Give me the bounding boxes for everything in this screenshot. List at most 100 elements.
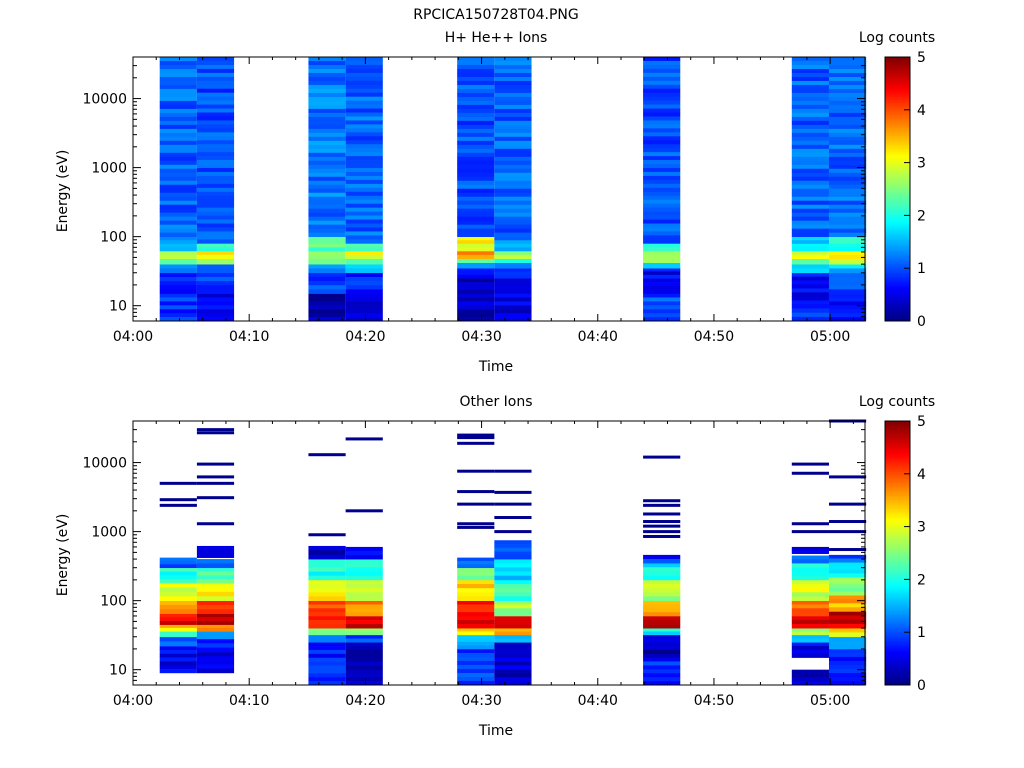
heatmap-cell bbox=[791, 296, 829, 301]
heatmap-cell bbox=[828, 148, 867, 154]
heatmap-cell bbox=[828, 236, 867, 241]
heatmap-cell bbox=[643, 558, 681, 564]
heatmap-cell bbox=[159, 297, 197, 302]
heatmap-cell bbox=[345, 124, 383, 129]
heatmap-cell bbox=[643, 144, 681, 149]
heatmap-cell bbox=[643, 128, 681, 133]
heatmap-cell bbox=[308, 289, 346, 294]
heatmap-cell bbox=[643, 604, 681, 609]
heatmap-cell bbox=[791, 638, 829, 643]
colorbar-tick-label: 0 bbox=[917, 314, 926, 330]
heatmap-cell bbox=[159, 72, 197, 78]
heatmap-cell bbox=[345, 681, 383, 686]
heatmap-cell bbox=[196, 148, 235, 153]
heatmap-cell bbox=[159, 232, 197, 237]
heatmap-cell bbox=[196, 575, 235, 580]
heatmap-cell bbox=[196, 309, 235, 314]
heatmap-cell bbox=[308, 250, 346, 256]
heatmap-cell bbox=[345, 64, 383, 70]
heatmap-cell bbox=[345, 57, 383, 62]
heatmap-cell bbox=[345, 612, 383, 617]
heatmap-cell bbox=[828, 317, 867, 322]
heatmap-cell bbox=[196, 128, 235, 133]
heatmap-cell bbox=[828, 297, 867, 302]
heatmap-cell bbox=[159, 560, 197, 565]
heatmap-cell bbox=[159, 258, 197, 265]
x-tick-label: 04:00 bbox=[113, 693, 153, 709]
heatmap-cell bbox=[457, 262, 495, 269]
heatmap-cell bbox=[494, 140, 532, 146]
heatmap-cell bbox=[345, 592, 383, 597]
heatmap-cell bbox=[345, 250, 383, 256]
sparse-count-line bbox=[494, 502, 532, 506]
x-tick-label: 04:50 bbox=[694, 329, 734, 345]
heatmap-cell bbox=[457, 612, 495, 617]
heatmap-cell bbox=[345, 575, 383, 581]
heatmap-cell bbox=[159, 591, 197, 597]
heatmap-cell bbox=[494, 309, 532, 314]
heatmap-cell bbox=[643, 215, 681, 220]
heatmap-cell bbox=[196, 243, 235, 248]
heatmap-cell bbox=[643, 72, 681, 78]
heatmap-cell bbox=[308, 168, 346, 174]
heatmap-cell bbox=[345, 76, 383, 82]
sparse-count-line bbox=[494, 516, 532, 520]
heatmap-cell bbox=[159, 100, 197, 106]
heatmap-cell bbox=[828, 580, 867, 585]
heatmap-cell bbox=[457, 600, 495, 605]
heatmap-cell bbox=[457, 564, 495, 569]
heatmap-cell bbox=[345, 673, 383, 678]
heatmap-cell bbox=[345, 227, 383, 232]
heatmap-cell bbox=[457, 634, 495, 639]
x-tick-label: 04:20 bbox=[345, 329, 385, 345]
heatmap-cell bbox=[196, 591, 235, 597]
heatmap-cell bbox=[494, 268, 532, 272]
heatmap-cell bbox=[345, 68, 383, 74]
heatmap-cell bbox=[457, 128, 495, 134]
heatmap-cell bbox=[457, 84, 495, 90]
heatmap-cell bbox=[643, 293, 681, 298]
heatmap-cell bbox=[196, 656, 235, 661]
heatmap-cell bbox=[345, 247, 383, 252]
heatmap-cell bbox=[828, 144, 867, 150]
heatmap-cell bbox=[159, 604, 197, 610]
heatmap-cell bbox=[159, 617, 197, 622]
heatmap-cell bbox=[457, 72, 495, 78]
heatmap-cell bbox=[494, 313, 532, 318]
heatmap-cell bbox=[791, 669, 829, 674]
heatmap-cell bbox=[791, 280, 829, 285]
heatmap-cell bbox=[196, 545, 235, 551]
heatmap-cell bbox=[308, 176, 346, 182]
heatmap-cell bbox=[828, 640, 867, 646]
heatmap-cell bbox=[308, 212, 346, 218]
heatmap-cell bbox=[308, 608, 346, 613]
heatmap-cell bbox=[643, 615, 681, 621]
heatmap-cell bbox=[159, 575, 197, 580]
heatmap-cell bbox=[457, 309, 495, 314]
heatmap-cell bbox=[791, 132, 829, 138]
heatmap-cell bbox=[494, 681, 532, 686]
heatmap-cell bbox=[791, 646, 829, 651]
heatmap-cell bbox=[196, 579, 235, 584]
heatmap-cell bbox=[828, 164, 867, 170]
heatmap-cell bbox=[828, 200, 867, 206]
heatmap-cell bbox=[308, 297, 346, 302]
heatmap-cell bbox=[457, 124, 495, 130]
heatmap-cell bbox=[791, 192, 829, 198]
heatmap-cell bbox=[828, 156, 867, 162]
heatmap-cell bbox=[308, 567, 346, 572]
heatmap-cell bbox=[196, 120, 235, 125]
heatmap-cell bbox=[345, 615, 383, 621]
heatmap-cell bbox=[345, 60, 383, 66]
heatmap-cell bbox=[457, 278, 495, 283]
heatmap-cell bbox=[643, 100, 681, 105]
heatmap-cell bbox=[159, 204, 197, 210]
heatmap-cell bbox=[494, 649, 532, 655]
heatmap-cell bbox=[494, 104, 532, 110]
panel-h-he-ions: H+ He++ Ions 04:00 04:10 04:20 04:30 04:40 04… bbox=[55, 30, 935, 375]
heatmap-cell bbox=[457, 680, 495, 686]
heatmap-cells bbox=[159, 419, 867, 686]
heatmap-cell bbox=[828, 313, 867, 318]
heatmap-cell bbox=[457, 236, 495, 241]
heatmap-cell bbox=[643, 116, 681, 121]
